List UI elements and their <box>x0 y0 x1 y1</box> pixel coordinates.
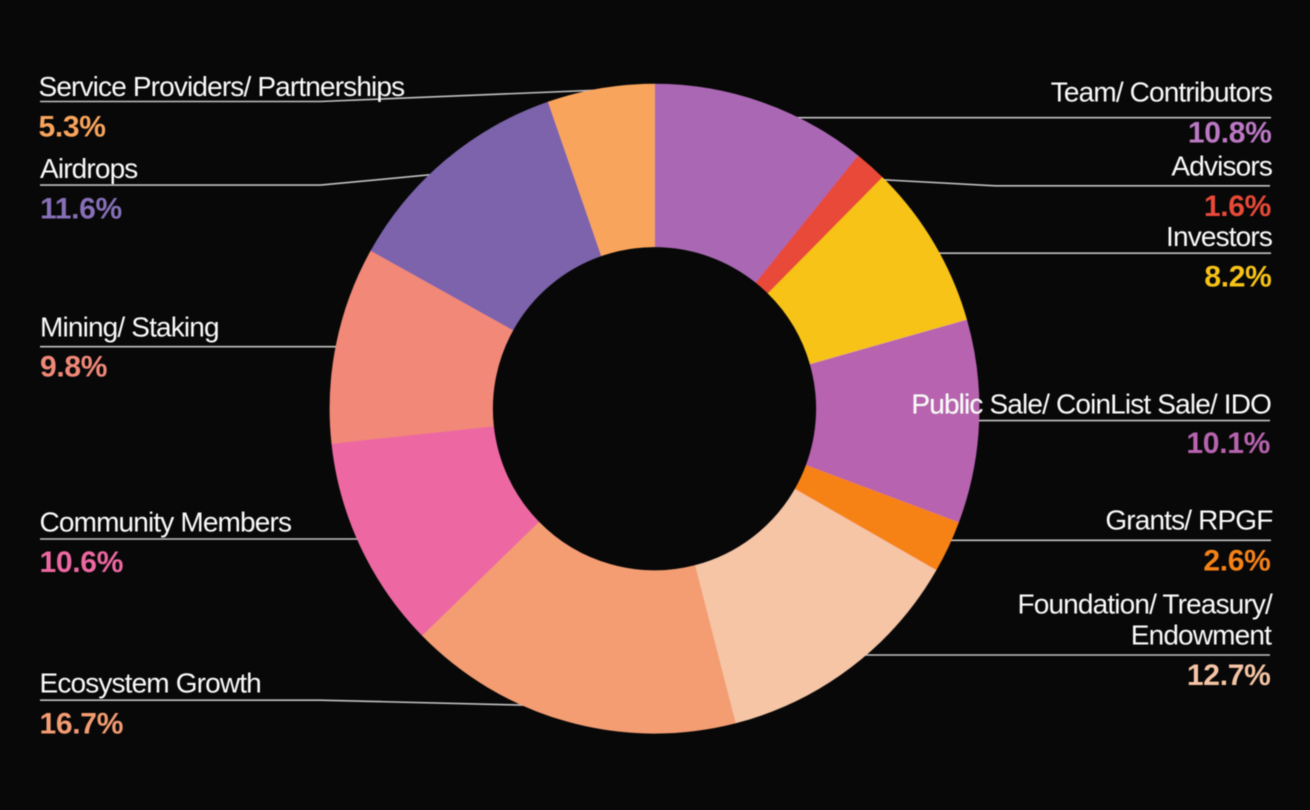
svg-text:2.6%: 2.6% <box>1203 544 1270 577</box>
svg-text:16.7%: 16.7% <box>40 707 124 740</box>
svg-text:Service Providers/ Partnership: Service Providers/ Partnerships <box>39 71 405 102</box>
svg-text:8.2%: 8.2% <box>1204 260 1271 293</box>
svg-text:Public Sale/ CoinList Sale/ ID: Public Sale/ CoinList Sale/ IDO <box>911 389 1271 420</box>
svg-text:Grants/ RPGF: Grants/ RPGF <box>1105 504 1272 535</box>
svg-text:9.8%: 9.8% <box>40 350 107 383</box>
svg-text:10.1%: 10.1% <box>1186 427 1270 460</box>
svg-text:Mining/ Staking: Mining/ Staking <box>40 311 219 342</box>
svg-text:Investors: Investors <box>1166 221 1272 252</box>
svg-text:Advisors: Advisors <box>1171 151 1272 182</box>
svg-text:Team/ Contributors: Team/ Contributors <box>1051 77 1272 108</box>
svg-text:Ecosystem Growth: Ecosystem Growth <box>40 668 261 699</box>
svg-text:5.3%: 5.3% <box>39 111 106 144</box>
svg-text:Endowment: Endowment <box>1131 620 1272 651</box>
svg-text:Airdrops: Airdrops <box>40 153 137 184</box>
svg-text:11.6%: 11.6% <box>40 192 122 225</box>
svg-text:Foundation/ Treasury/: Foundation/ Treasury/ <box>1017 588 1273 619</box>
svg-text:10.6%: 10.6% <box>40 546 124 579</box>
svg-text:Community Members: Community Members <box>40 507 292 538</box>
svg-text:10.8%: 10.8% <box>1188 117 1272 150</box>
svg-text:12.7%: 12.7% <box>1187 659 1271 692</box>
svg-text:1.6%: 1.6% <box>1204 190 1271 223</box>
